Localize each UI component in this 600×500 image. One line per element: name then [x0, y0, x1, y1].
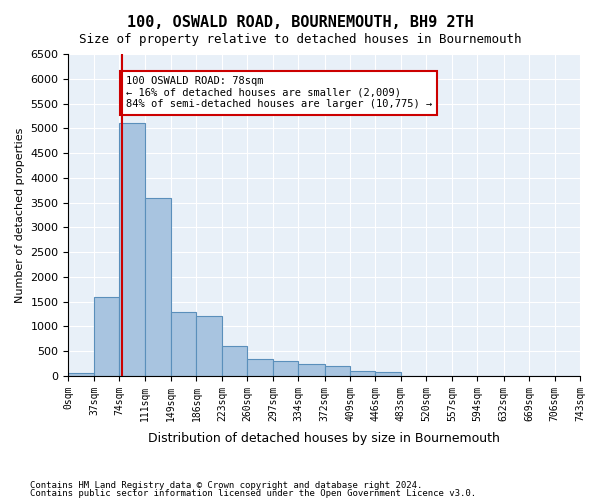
- Bar: [196, 316, 222, 376]
- Bar: [222, 346, 247, 376]
- Bar: [350, 371, 376, 376]
- Text: Contains public sector information licensed under the Open Government Licence v3: Contains public sector information licen…: [30, 488, 476, 498]
- Text: Size of property relative to detached houses in Bournemouth: Size of property relative to detached ho…: [79, 32, 521, 46]
- Text: Contains HM Land Registry data © Crown copyright and database right 2024.: Contains HM Land Registry data © Crown c…: [30, 481, 422, 490]
- Bar: [119, 124, 145, 376]
- Bar: [68, 374, 94, 376]
- Bar: [247, 358, 273, 376]
- X-axis label: Distribution of detached houses by size in Bournemouth: Distribution of detached houses by size …: [148, 432, 500, 445]
- Bar: [273, 360, 298, 376]
- Text: 100, OSWALD ROAD, BOURNEMOUTH, BH9 2TH: 100, OSWALD ROAD, BOURNEMOUTH, BH9 2TH: [127, 15, 473, 30]
- Bar: [376, 372, 401, 376]
- Bar: [325, 366, 350, 376]
- Bar: [94, 296, 119, 376]
- Bar: [298, 364, 325, 376]
- Text: 100 OSWALD ROAD: 78sqm
← 16% of detached houses are smaller (2,009)
84% of semi-: 100 OSWALD ROAD: 78sqm ← 16% of detached…: [125, 76, 432, 110]
- Y-axis label: Number of detached properties: Number of detached properties: [15, 128, 25, 302]
- Bar: [145, 198, 171, 376]
- Bar: [171, 312, 196, 376]
